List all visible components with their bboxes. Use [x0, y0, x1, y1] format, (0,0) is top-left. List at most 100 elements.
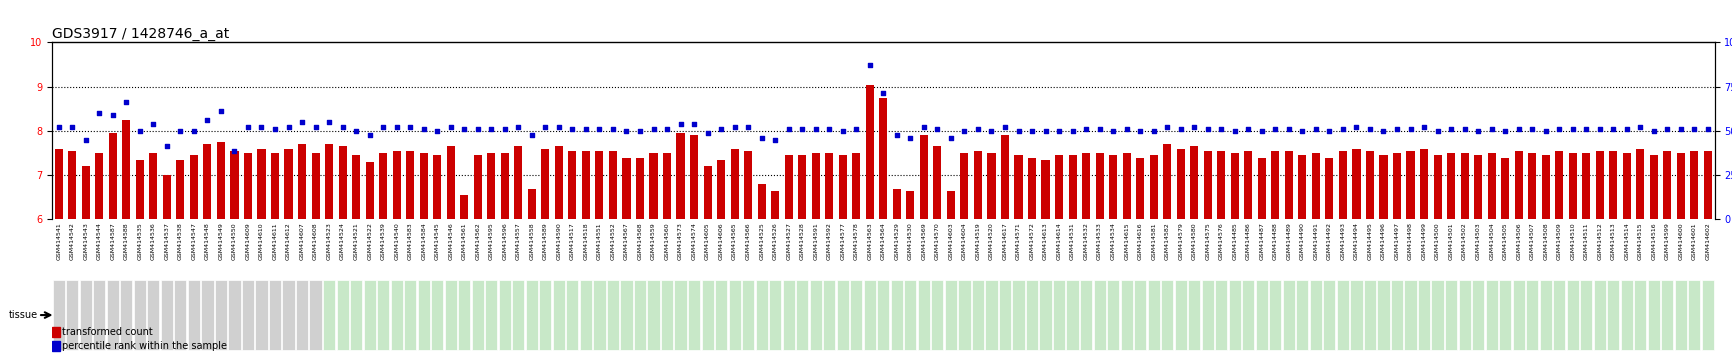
Bar — [365, 162, 374, 219]
Text: GSM414517: GSM414517 — [570, 222, 575, 260]
Point — [1477, 126, 1505, 132]
FancyBboxPatch shape — [797, 280, 809, 350]
Bar — [1595, 151, 1604, 219]
Bar — [1420, 149, 1429, 219]
Point — [1654, 126, 1682, 132]
Text: GSM414557: GSM414557 — [516, 222, 521, 260]
FancyBboxPatch shape — [566, 280, 578, 350]
Point — [748, 135, 776, 141]
FancyBboxPatch shape — [471, 280, 483, 350]
FancyBboxPatch shape — [1567, 280, 1580, 350]
FancyBboxPatch shape — [932, 280, 944, 350]
Point — [343, 128, 371, 134]
Bar — [920, 135, 928, 219]
FancyBboxPatch shape — [1053, 280, 1065, 350]
Text: GSM414506: GSM414506 — [1516, 222, 1521, 260]
FancyBboxPatch shape — [1174, 280, 1186, 350]
Bar — [284, 149, 293, 219]
Text: GSM414520: GSM414520 — [989, 222, 994, 260]
Point — [788, 126, 816, 132]
Point — [1491, 128, 1519, 134]
Bar — [1001, 135, 1010, 219]
Bar — [312, 153, 320, 219]
Point — [194, 117, 222, 123]
Text: GSM414591: GSM414591 — [814, 222, 818, 260]
Point — [234, 124, 262, 130]
Text: GSM414493: GSM414493 — [1341, 222, 1346, 260]
Text: GSM414605: GSM414605 — [705, 222, 710, 260]
Text: GSM414515: GSM414515 — [1638, 222, 1644, 260]
Bar — [689, 135, 698, 219]
Point — [1370, 128, 1398, 134]
FancyBboxPatch shape — [1067, 280, 1079, 350]
Text: GSM414610: GSM414610 — [260, 222, 263, 260]
Point — [1680, 126, 1708, 132]
Text: GSM414547: GSM414547 — [192, 222, 196, 260]
Bar — [866, 85, 875, 219]
FancyBboxPatch shape — [1081, 280, 1093, 350]
Point — [518, 132, 546, 138]
Point — [248, 124, 275, 130]
Text: GSM414617: GSM414617 — [1003, 222, 1008, 260]
Text: GSM414565: GSM414565 — [733, 222, 738, 260]
Bar — [798, 155, 807, 219]
Point — [166, 128, 194, 134]
Text: GSM414486: GSM414486 — [1245, 222, 1251, 260]
Text: GSM414543: GSM414543 — [83, 222, 88, 260]
Point — [315, 119, 343, 125]
Point — [1559, 126, 1587, 132]
Bar — [596, 151, 603, 219]
Point — [1005, 128, 1032, 134]
Bar — [244, 153, 253, 219]
Text: GSM414545: GSM414545 — [435, 222, 440, 260]
Text: GSM414549: GSM414549 — [218, 222, 223, 260]
Text: GSM414531: GSM414531 — [1070, 222, 1076, 260]
Point — [909, 124, 937, 130]
FancyBboxPatch shape — [527, 280, 539, 350]
FancyBboxPatch shape — [1661, 280, 1673, 350]
FancyBboxPatch shape — [175, 280, 187, 350]
Point — [423, 128, 450, 134]
Bar — [1502, 158, 1509, 219]
Point — [1289, 128, 1316, 134]
FancyBboxPatch shape — [229, 280, 241, 350]
Text: GSM414588: GSM414588 — [123, 222, 128, 260]
FancyBboxPatch shape — [1621, 280, 1633, 350]
FancyBboxPatch shape — [445, 280, 457, 350]
Point — [1626, 124, 1654, 130]
Bar — [258, 149, 265, 219]
Point — [639, 126, 667, 132]
Point — [1086, 126, 1114, 132]
Point — [977, 128, 1005, 134]
Point — [369, 124, 397, 130]
Point — [329, 124, 357, 130]
Point — [1587, 126, 1614, 132]
Bar — [1257, 158, 1266, 219]
FancyBboxPatch shape — [1228, 280, 1240, 350]
Bar — [52, 327, 59, 337]
Bar — [1108, 155, 1117, 219]
Bar — [1176, 149, 1185, 219]
Point — [532, 124, 559, 130]
FancyBboxPatch shape — [1337, 280, 1349, 350]
FancyBboxPatch shape — [986, 280, 998, 350]
Point — [99, 113, 126, 118]
Bar — [501, 153, 509, 219]
Text: GSM414572: GSM414572 — [1029, 222, 1034, 260]
FancyBboxPatch shape — [1554, 280, 1566, 350]
Point — [937, 135, 965, 141]
Bar — [216, 142, 225, 219]
Bar — [135, 160, 144, 219]
Text: GSM414519: GSM414519 — [975, 222, 980, 260]
FancyBboxPatch shape — [1363, 280, 1375, 350]
FancyBboxPatch shape — [1283, 280, 1296, 350]
Text: GSM414530: GSM414530 — [908, 222, 913, 260]
Text: GSM414561: GSM414561 — [462, 222, 466, 260]
Bar — [610, 151, 617, 219]
Bar — [1609, 151, 1618, 219]
Text: GSM414570: GSM414570 — [935, 222, 940, 260]
Point — [1167, 126, 1195, 132]
Bar — [785, 155, 793, 219]
FancyBboxPatch shape — [1242, 280, 1254, 350]
Bar — [1677, 153, 1685, 219]
